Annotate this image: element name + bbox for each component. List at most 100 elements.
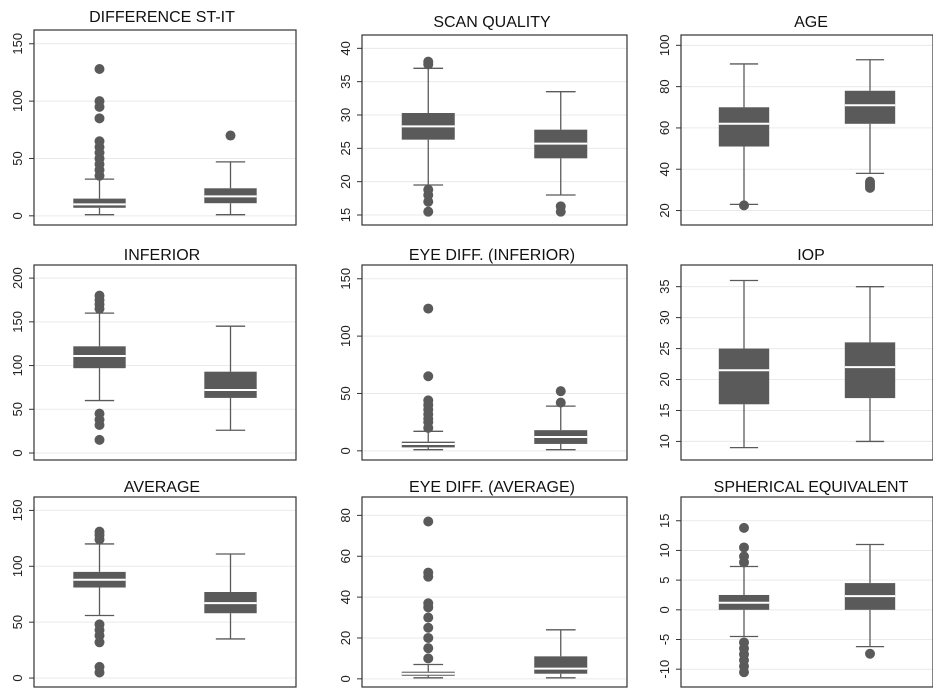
y-tick-label: 10 (657, 434, 672, 448)
y-tick-label: 15 (657, 403, 672, 417)
box-group (718, 522, 770, 678)
box (844, 90, 896, 124)
panel-eye-diff-average: EYE DIFF. (AVERAGE) 0 20 40 60 80 (338, 479, 628, 688)
outlier-point (94, 113, 105, 124)
box-group (401, 516, 455, 679)
plot-area: -10 -5 0 5 10 15 (657, 496, 933, 688)
y-tick-label: 0 (338, 447, 353, 454)
plot-area: 0 50 100 150 200 (10, 264, 297, 461)
outlier-point (94, 96, 105, 107)
y-tick-label: 0 (10, 674, 25, 681)
box (204, 371, 257, 398)
y-tick-label: 60 (338, 549, 353, 563)
y-tick-label: 15 (657, 514, 672, 528)
panel-scan-quality: SCAN QUALITY 15 20 25 30 35 40 (338, 14, 628, 226)
y-tick-label: 0 (657, 606, 672, 613)
y-tick-label: 30 (657, 310, 672, 324)
y-tick-label: 20 (338, 631, 353, 645)
outlier-point (423, 632, 434, 643)
plot-frame (33, 496, 297, 688)
box (844, 342, 896, 399)
panel-iop: IOP 10 15 20 25 30 35 (657, 247, 933, 461)
outlier-point (423, 371, 434, 382)
y-tick-label: 150 (338, 268, 353, 290)
outlier-point (94, 290, 105, 301)
plot-area: 0 20 40 60 80 (338, 496, 628, 688)
panel-title: IOP (797, 247, 825, 264)
plot-area: 15 20 25 30 35 40 (338, 34, 628, 226)
y-tick-label: 0 (10, 449, 25, 456)
box-group (534, 91, 588, 217)
y-tick-label: 0 (10, 212, 25, 219)
box-group (204, 553, 257, 640)
y-tick-label: 35 (338, 74, 353, 88)
y-tick-label: -5 (657, 634, 672, 646)
outlier-point (865, 176, 875, 187)
panel-title: EYE DIFF. (AVERAGE) (409, 479, 575, 496)
outlier-point (423, 56, 434, 67)
panel-title: SCAN QUALITY (433, 14, 551, 31)
panel-inferior: INFERIOR 0 50 100 150 200 (10, 247, 297, 461)
outlier-point (423, 303, 434, 314)
panel-title: DIFFERENCE ST-IT (89, 9, 235, 26)
y-tick-label: 20 (338, 174, 353, 188)
panel-title: EYE DIFF. (INFERIOR) (409, 247, 575, 264)
y-tick-label: 60 (657, 121, 672, 135)
outlier-point (94, 434, 105, 445)
plot-frame (33, 264, 297, 461)
plot-area: 20 40 60 80 100 (657, 34, 933, 226)
outlier-point (555, 201, 566, 212)
y-tick-label: 80 (338, 508, 353, 522)
y-tick-label: 150 (10, 33, 25, 55)
box-group (534, 386, 588, 451)
y-tick-label: 150 (10, 311, 25, 333)
y-tick-label: 25 (657, 341, 672, 355)
panel-age: AGE 20 40 60 80 100 (657, 14, 933, 226)
box-group (204, 325, 257, 431)
y-tick-label: 35 (657, 279, 672, 293)
outlier-point (423, 395, 434, 406)
outlier-point (739, 551, 749, 562)
box-group (73, 64, 126, 216)
box (534, 656, 588, 674)
outlier-point (423, 653, 434, 664)
y-tick-label: 150 (10, 500, 25, 522)
plot-frame (680, 496, 933, 688)
box-group (73, 526, 126, 678)
y-tick-label: 100 (10, 90, 25, 112)
outlier-point (423, 206, 434, 217)
plot-frame (361, 34, 628, 226)
box-group (204, 130, 257, 216)
panel-eye-diff-inferior: EYE DIFF. (INFERIOR) 0 50 100 150 (338, 247, 628, 461)
plot-area: 0 50 100 150 (10, 29, 297, 226)
y-tick-label: 0 (338, 675, 353, 682)
panel-title: AVERAGE (124, 479, 200, 496)
y-tick-label: -10 (657, 660, 672, 679)
outlier-point (739, 637, 749, 648)
y-tick-label: 15 (338, 208, 353, 222)
outlier-point (94, 136, 105, 147)
y-tick-label: 20 (657, 203, 672, 217)
y-tick-label: 80 (657, 79, 672, 93)
panel-spherical-equivalent: SPHERICAL EQUIVALENT -10 -5 0 5 10 15 (657, 479, 933, 688)
y-tick-label: 20 (657, 372, 672, 386)
y-tick-label: 200 (10, 267, 25, 289)
outlier-point (423, 567, 434, 578)
outlier-point (94, 526, 105, 537)
plot-area: 0 50 100 150 (10, 496, 297, 688)
panel-title: SPHERICAL EQUIVALENT (714, 479, 909, 496)
box (718, 107, 770, 147)
y-tick-label: 50 (10, 151, 25, 165)
panel-title: INFERIOR (124, 247, 200, 264)
box (73, 198, 126, 208)
plot-frame (680, 34, 933, 226)
panel-title: AGE (794, 14, 828, 31)
outlier-point (94, 661, 105, 672)
plot-area: 0 50 100 150 (338, 264, 628, 461)
y-tick-label: 25 (338, 141, 353, 155)
panel-average: AVERAGE 0 50 100 150 (10, 479, 297, 688)
outlier-point (423, 643, 434, 654)
plot-frame (680, 264, 933, 461)
box-group (844, 59, 896, 193)
